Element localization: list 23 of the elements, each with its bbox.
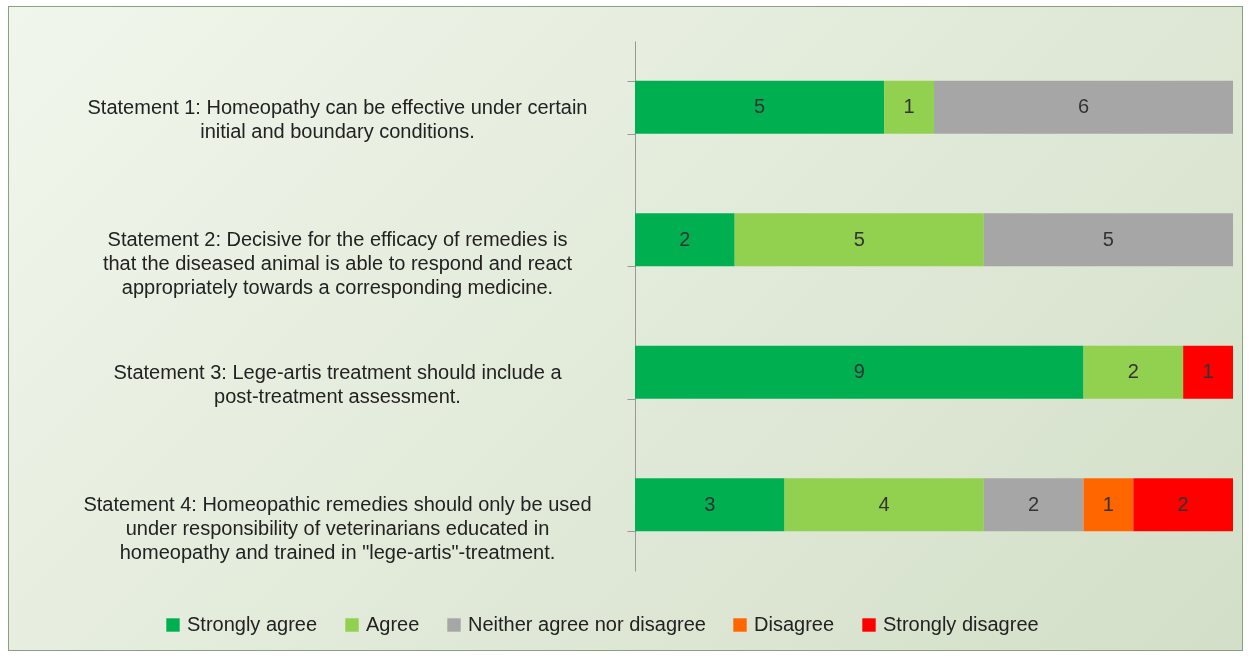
- data-label: 4: [878, 492, 890, 515]
- data-label: 2: [1127, 360, 1139, 383]
- data-label: 1: [1102, 492, 1114, 515]
- data-label: 3: [704, 492, 716, 515]
- y-tick-label: Statement 3: Lege-artis treatment should include a post-treatment assessment.: [113, 360, 563, 407]
- legend-label: Agree: [366, 613, 420, 635]
- data-label: 2: [1177, 492, 1189, 515]
- data-label: 9: [853, 360, 865, 383]
- y-tick-label: Statement 2: Decisive for the efficacy of remedies is that the diseased animal is able to respond and react appropriately towards a corresponding medicine.: [102, 228, 573, 299]
- legend-label: Neither agree nor disagree: [468, 613, 706, 635]
- legend-label: Strongly agree: [187, 613, 318, 635]
- data-label: 2: [1028, 492, 1040, 515]
- data-label: 2: [679, 227, 691, 250]
- data-label: 6: [1077, 95, 1090, 118]
- legend-label: Disagree: [754, 613, 835, 635]
- data-label: 1: [903, 95, 915, 118]
- y-tick-label: Statement 1: Homeopathy can be effective under certain initial and boundary conditions.: [87, 95, 588, 142]
- legend-label: Strongly disagree: [883, 613, 1039, 635]
- data-label: 1: [1202, 360, 1214, 383]
- data-label: 5: [1102, 227, 1114, 250]
- y-tick-label: Statement 4: Homeopathic remedies should only be used under responsibility of veterinarians educated in homeopathy and trained in "lege-artis"-treatment.: [83, 493, 592, 564]
- data-label: 5: [754, 95, 766, 118]
- data-label: 5: [853, 227, 865, 250]
